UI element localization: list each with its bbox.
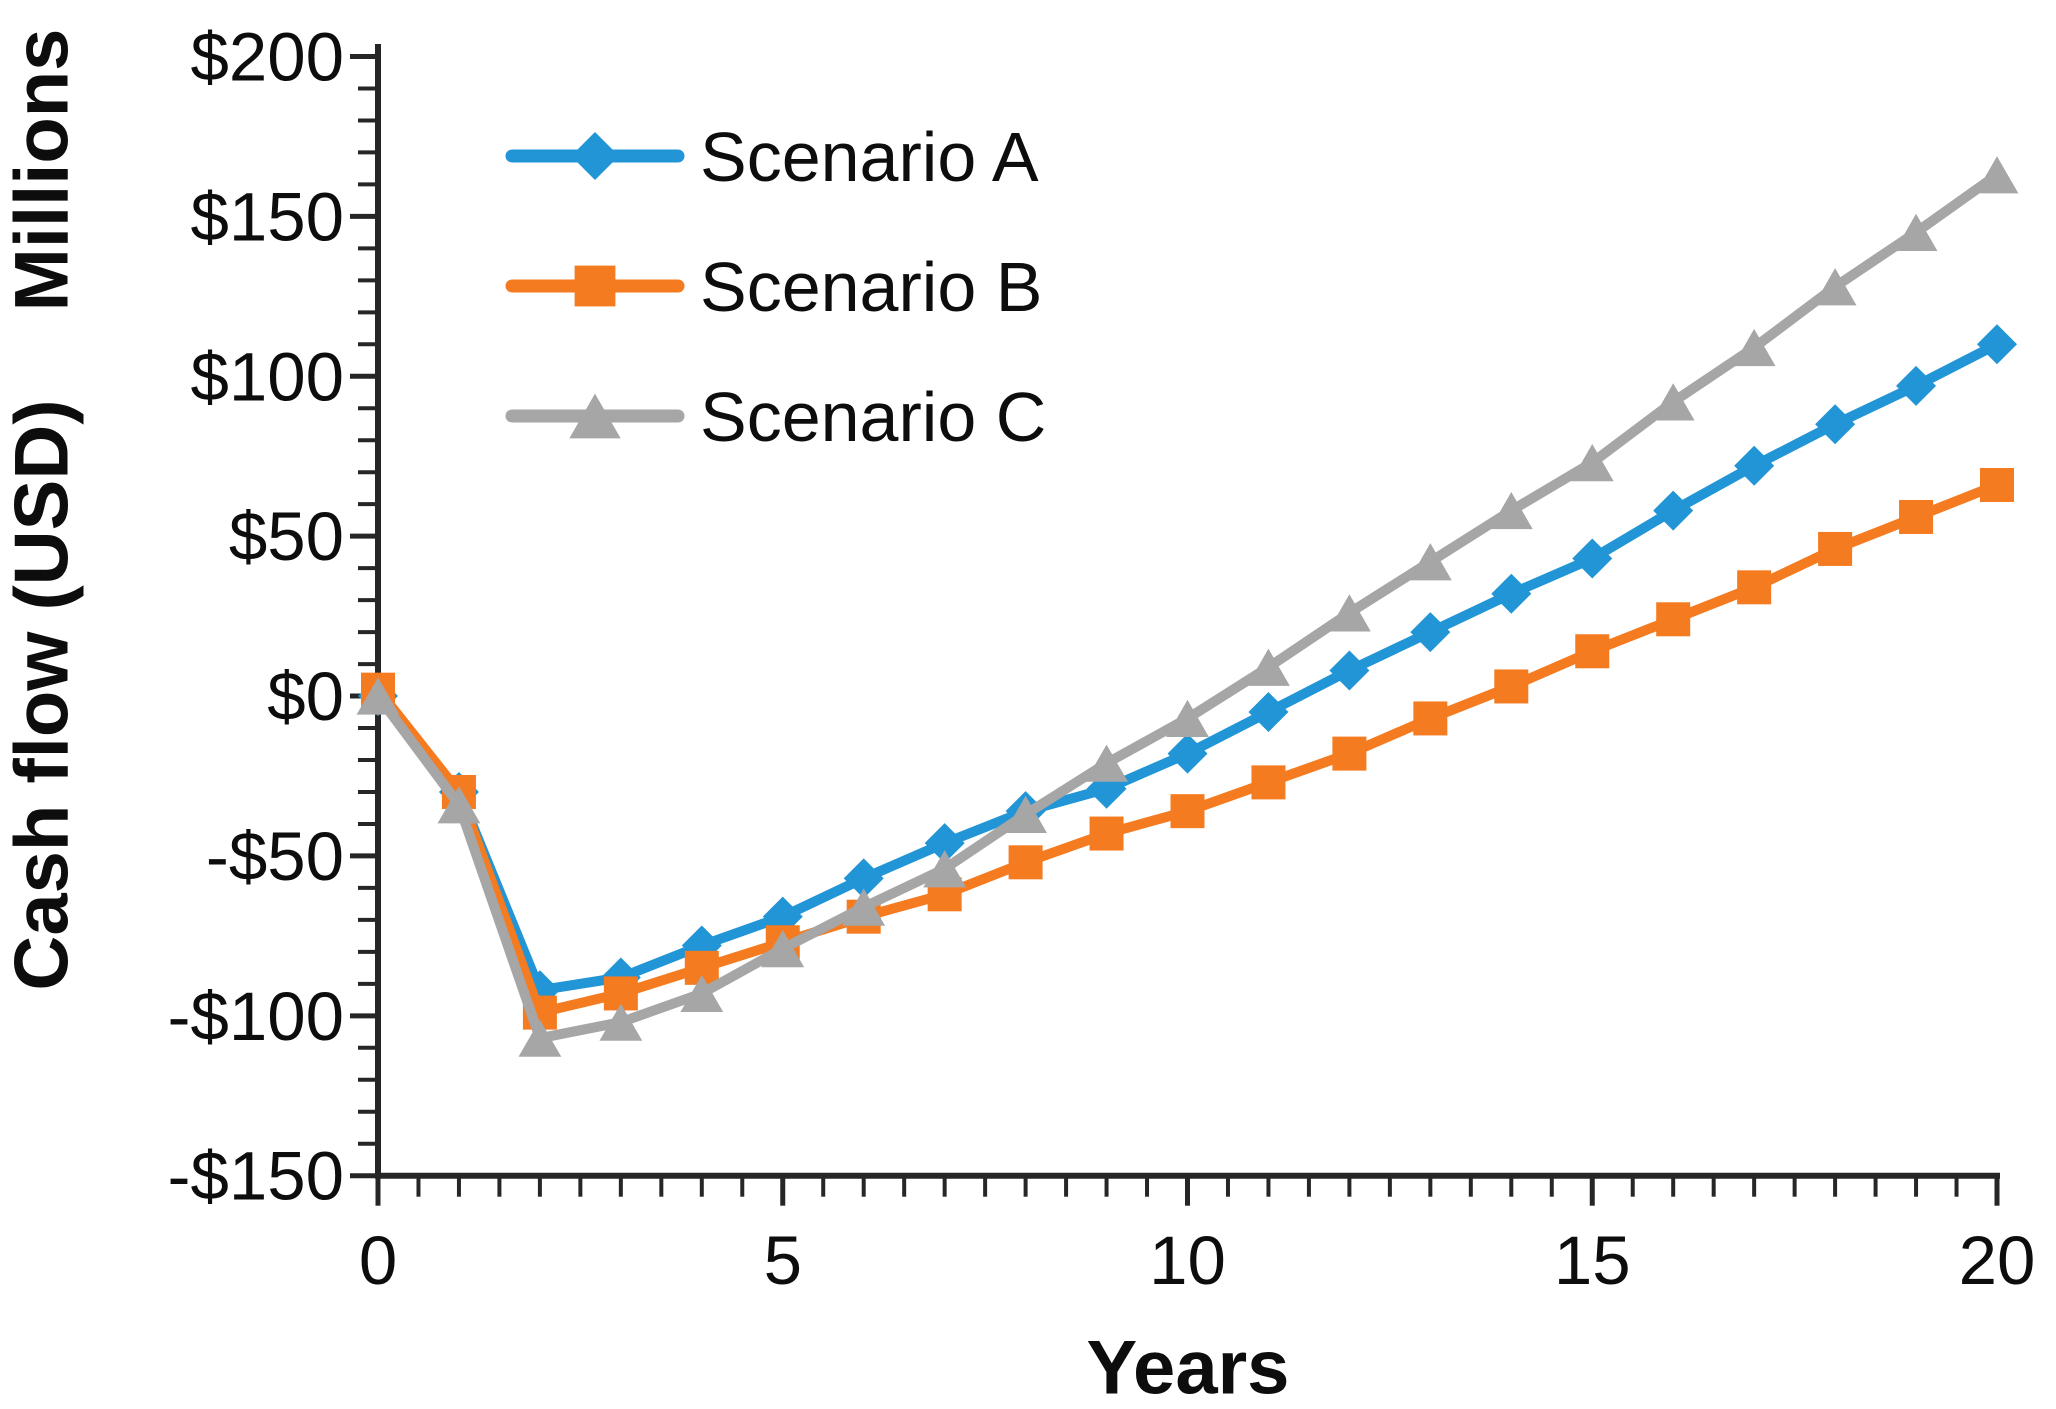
triangle-marker [1408,543,1452,581]
diamond-marker [1329,650,1370,691]
square-marker [1575,634,1610,669]
x-axis-tick-label: 15 [1554,1222,1631,1299]
triangle-marker [1732,328,1776,367]
y-axis-tick-label: $150 [191,178,345,255]
square-marker [1656,602,1691,637]
triangle-marker [518,1019,562,1057]
triangle-marker [1894,213,1938,251]
y-axis-tick-label: $100 [191,338,345,415]
series-line-scenario-c [373,169,2002,1044]
triangle-marker [1004,795,1047,833]
square-marker [1413,701,1448,736]
x-axis-tick-label: 5 [764,1222,802,1299]
y-axis-tick-label: $50 [229,498,344,575]
y-axis-title: Cash flow (USD) [0,399,85,991]
y-axis-units-title: Millions [0,28,85,312]
diamond-marker [924,823,965,864]
y-axis-tick-label: -$150 [168,1138,344,1215]
diamond-marker [1572,538,1613,579]
triangle-marker [1328,594,1371,632]
triangle-marker [599,1003,643,1041]
diamond-marker [1491,573,1532,614]
legend-triangle-marker [569,393,621,439]
y-axis-tick-label: -$100 [168,978,344,1055]
diamond-marker [843,858,884,899]
square-marker [1494,669,1529,704]
square-marker [1332,736,1367,771]
triangle-marker [761,930,805,968]
diamond-marker [1977,324,2017,365]
triangle-marker [1651,383,1695,421]
triangle-marker [1570,444,1614,482]
square-marker [1008,845,1043,880]
x-axis-title: Years [1086,1325,1290,1409]
triangle-marker [1166,699,1209,738]
diamond-marker [1248,692,1289,733]
triangle-marker [680,974,724,1013]
triangle-marker [437,786,481,824]
diamond-marker [1410,612,1451,653]
y-axis-tick-label: -$50 [206,818,344,895]
y-axis-tick-label: $0 [267,658,344,735]
x-axis-tick-label: 20 [1959,1222,2036,1299]
diamond-marker [1815,404,1856,445]
diamond-marker [1734,445,1775,486]
legend-label: Scenario A [700,118,1039,196]
series-line-scenario-a [373,339,2002,996]
square-marker [1089,816,1124,851]
triangle-marker [1975,156,2019,194]
triangle-marker [1813,268,1857,306]
x-axis-tick-label: 10 [1149,1222,1226,1299]
diamond-marker [1653,490,1694,531]
diamond-marker [1896,365,1937,406]
legend-diamond-marker [571,132,619,180]
triangle-marker [1247,648,1290,686]
legend-label: Scenario C [700,378,1046,456]
triangle-marker [923,850,967,888]
triangle-marker [842,888,886,926]
y-axis-tick-label: $200 [191,19,345,96]
diamond-marker [1167,733,1208,774]
square-marker [1737,570,1772,605]
triangle-marker [356,677,400,715]
square-marker [1818,531,1853,566]
triangle-marker [1489,491,1533,530]
square-marker [1170,794,1205,829]
square-marker [1980,467,2014,502]
square-marker [1899,499,1934,534]
legend-square-marker [574,265,616,307]
triangle-marker [1085,744,1128,782]
legend-label: Scenario B [700,248,1042,326]
square-marker [1251,765,1286,800]
x-axis-tick-label: 0 [359,1222,397,1299]
